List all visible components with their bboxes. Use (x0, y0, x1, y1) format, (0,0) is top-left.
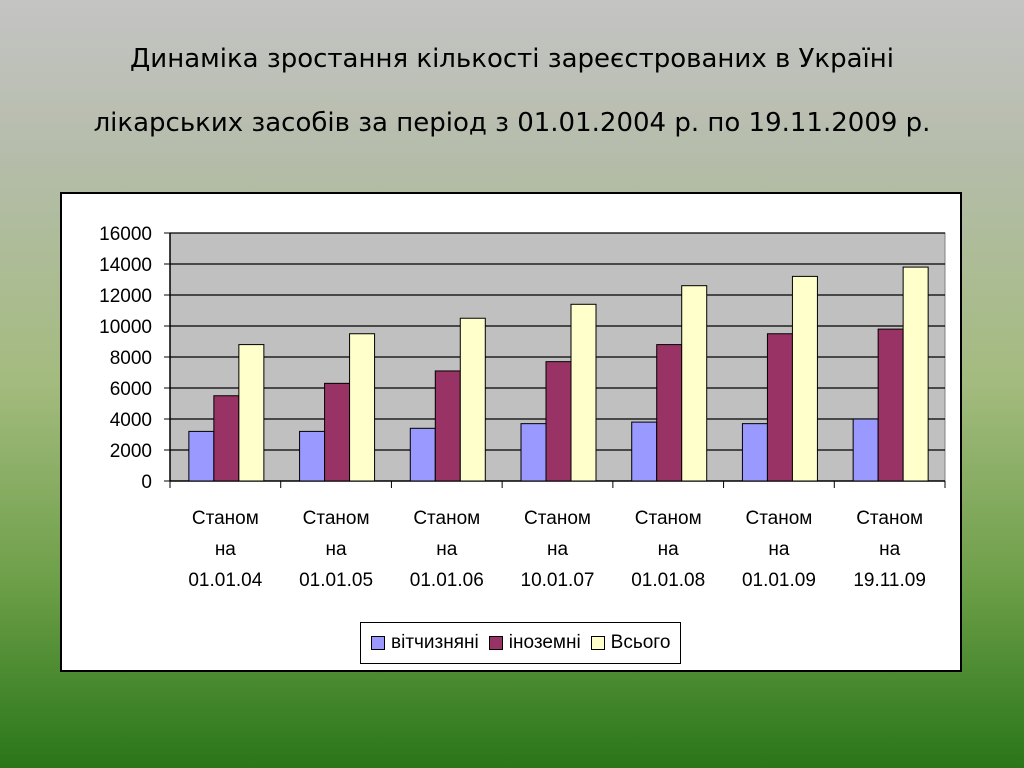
x-category-label: на (768, 539, 789, 560)
bar-total (902, 266, 929, 482)
x-category-label: на (879, 539, 900, 560)
y-tick-label: 6000 (110, 379, 152, 400)
legend-item-total: Всього (590, 632, 671, 654)
legend-label-total: Всього (610, 632, 671, 653)
x-category-label: Станом (745, 508, 812, 529)
x-category-label: на (326, 539, 347, 560)
bar-foreign (656, 344, 683, 482)
bar-domestic (409, 427, 436, 482)
x-category-label: 01.01.06 (410, 570, 484, 591)
bar-domestic (631, 421, 658, 482)
bar-foreign (877, 328, 904, 482)
x-category-label: 01.01.09 (742, 570, 816, 591)
legend-swatch-foreign (488, 636, 503, 650)
y-tick-label: 0 (141, 472, 152, 493)
slide-title-line-2: лікарських засобів за період з 01.01.200… (93, 108, 931, 138)
x-category-label: 10.01.07 (521, 570, 595, 591)
legend-swatch-total (590, 636, 605, 650)
bar-domestic (852, 418, 879, 482)
slide-title-line-1: Динаміка зростання кількості зареєстрова… (129, 44, 894, 74)
bar-domestic (741, 423, 768, 482)
x-category-label: на (547, 539, 568, 560)
x-category-label: на (436, 539, 457, 560)
bar-foreign (766, 333, 793, 482)
y-tick-label: 16000 (99, 224, 152, 245)
x-category-label: Станом (524, 508, 591, 529)
x-category-label: Станом (635, 508, 702, 529)
bar-foreign (434, 370, 461, 482)
bar-foreign (545, 361, 572, 482)
y-tick-label: 8000 (110, 348, 152, 369)
bar-total (349, 333, 376, 482)
bar-domestic (299, 430, 326, 482)
x-category-label: 01.01.04 (188, 570, 262, 591)
bar-foreign (213, 395, 240, 482)
y-tick-label: 12000 (99, 286, 152, 307)
x-category-label: на (658, 539, 679, 560)
bar-total (570, 303, 597, 482)
bar-total (791, 275, 818, 482)
bar-domestic (188, 430, 215, 482)
x-category-label: 19.11.09 (853, 570, 926, 591)
x-category-label: Станом (856, 508, 923, 529)
x-category-label: Станом (413, 508, 480, 529)
chart-legend: вітчизняні іноземні Всього (360, 622, 682, 664)
x-category-label: Станом (303, 508, 370, 529)
bar-total (459, 317, 486, 482)
y-tick-label: 4000 (110, 410, 152, 431)
legend-item-foreign: іноземні (488, 632, 581, 654)
y-tick-label: 14000 (99, 255, 152, 276)
x-category-label: Станом (192, 508, 259, 529)
legend-label-foreign: іноземні (508, 632, 581, 653)
bar-total (681, 285, 708, 482)
x-category-label: 01.01.08 (631, 570, 705, 591)
x-category-label: 01.01.05 (299, 570, 373, 591)
legend-label-domestic: вітчизняні (391, 632, 479, 653)
legend-item-domestic: вітчизняні (371, 632, 479, 654)
bar-foreign (324, 382, 351, 482)
y-tick-label: 2000 (110, 441, 152, 462)
x-category-label: на (215, 539, 236, 560)
legend-swatch-domestic (371, 636, 385, 650)
y-tick-label: 10000 (99, 317, 152, 338)
bar-total (238, 344, 265, 482)
bar-domestic (520, 423, 547, 482)
